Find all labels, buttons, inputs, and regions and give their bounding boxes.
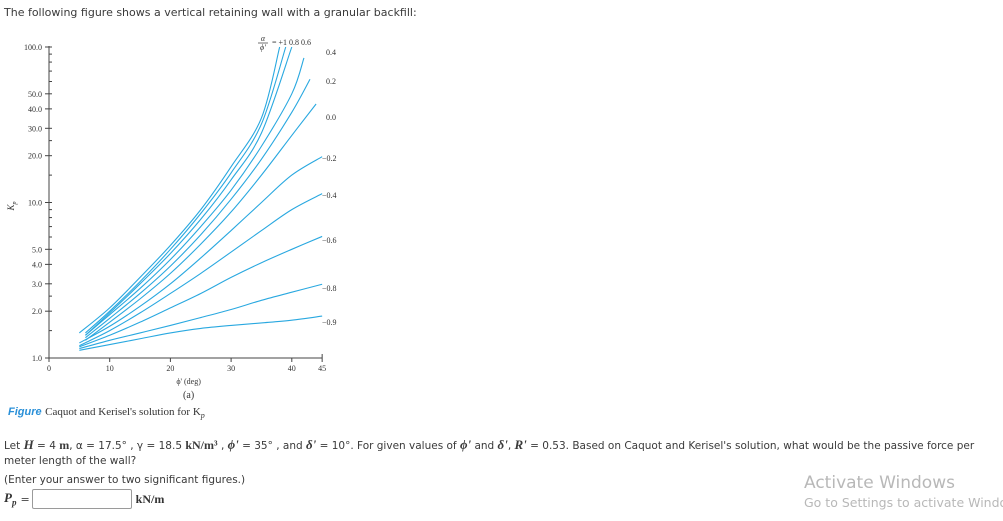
svg-text:5.0: 5.0: [32, 245, 42, 254]
svg-text:1.0: 1.0: [32, 354, 42, 363]
q-text: and: [471, 440, 498, 452]
activate-windows-watermark: Activate Windows Go to Settings to activ…: [804, 473, 1003, 510]
watermark-subtitle: Go to Settings to activate Windows.: [804, 495, 1003, 510]
svg-text:100.0: 100.0: [24, 43, 42, 52]
svg-text:−0.6: −0.6: [322, 236, 337, 245]
q-text: Let: [4, 440, 24, 452]
curve-plus1: [79, 46, 281, 334]
passive-force-input[interactable]: [31, 489, 132, 509]
svg-text:45: 45: [318, 364, 326, 373]
svg-text:ϕ' (deg): ϕ' (deg): [176, 377, 201, 386]
svg-text:0: 0: [47, 364, 51, 373]
svg-text:2.0: 2.0: [32, 307, 42, 316]
svg-text:30: 30: [227, 364, 235, 373]
caption-text: Caquot and Kerisel's solution for K: [45, 406, 201, 418]
curve-0p4: [85, 57, 305, 336]
q-text: ,: [217, 440, 228, 452]
q-unit-kn: kN/m³: [185, 438, 218, 452]
svg-text:0.2: 0.2: [326, 77, 336, 86]
kp-chart: 1.02.03.04.05.010.020.030.040.050.0100.0…: [6, 34, 337, 401]
q-text: = 35° , and: [238, 440, 306, 452]
q-var-delta: δ': [305, 437, 317, 452]
answer-row: Pp = kN/m: [4, 489, 164, 509]
q-text: = 10°. For given values of: [316, 440, 460, 452]
q-var-delta: δ': [497, 437, 508, 452]
svg-text:(a): (a): [183, 390, 194, 401]
curve--0p8: [79, 283, 323, 350]
chart-labels: 1.02.03.04.05.010.020.030.040.050.0100.0…: [6, 34, 337, 401]
q-text: = 4: [33, 440, 60, 452]
figure-caption: Figure Caquot and Kerisel's solution for…: [8, 405, 205, 420]
svg-text:Kp: Kp: [6, 201, 18, 211]
q-text: ,: [507, 440, 515, 452]
q-text: = 0.53. Based on Caquot and Kerisel's so…: [4, 440, 975, 467]
curve--0p2: [79, 156, 323, 344]
curve--0p9: [79, 315, 323, 351]
svg-text:20.0: 20.0: [28, 152, 42, 161]
svg-text:10: 10: [106, 364, 114, 373]
answer-symbol: Pp: [4, 490, 17, 508]
chart-curves: [79, 46, 323, 351]
hint-text: (Enter your answer to two significant fi…: [4, 474, 246, 486]
svg-text:= +1 0.8 0.6: = +1 0.8 0.6: [272, 38, 311, 47]
svg-text:α: α: [261, 34, 266, 43]
svg-text:4.0: 4.0: [32, 260, 42, 269]
caption-subscript: p: [200, 411, 205, 421]
svg-text:−0.4: −0.4: [322, 191, 337, 200]
curve-0p2: [85, 79, 311, 339]
answer-equals: =: [20, 492, 30, 506]
q-var-H: H: [23, 437, 34, 452]
curve--0p4: [79, 193, 323, 347]
svg-text:−0.2: −0.2: [322, 154, 337, 163]
svg-text:20: 20: [166, 364, 174, 373]
svg-text:ϕ′: ϕ′: [260, 43, 266, 52]
svg-text:10.0: 10.0: [28, 199, 42, 208]
curve-0p0: [85, 103, 317, 341]
q-var-R: R': [514, 437, 527, 452]
svg-text:40: 40: [288, 364, 296, 373]
answer-unit: kN/m: [135, 491, 165, 506]
curve-0p6: [85, 46, 293, 336]
svg-text:−0.9: −0.9: [322, 318, 337, 327]
question-text: Let H = 4 m, α = 17.5° , γ = 18.5 kN/m³ …: [4, 437, 999, 469]
svg-text:0.0: 0.0: [326, 113, 336, 122]
svg-text:40.0: 40.0: [28, 105, 42, 114]
curve-0p8: [85, 46, 287, 334]
q-text: , α = 17.5° , γ = 18.5: [69, 440, 186, 452]
svg-text:30.0: 30.0: [28, 124, 42, 133]
curve--0p6: [79, 235, 323, 348]
watermark-title: Activate Windows: [804, 473, 955, 493]
svg-text:−0.8: −0.8: [322, 284, 337, 293]
intro-text: The following figure shows a vertical re…: [4, 6, 417, 19]
figure-label: Figure: [8, 406, 42, 418]
svg-text:0.4: 0.4: [326, 48, 336, 57]
q-var-phi: ϕ': [227, 437, 239, 452]
q-unit-m: m: [59, 438, 70, 452]
q-var-phi: ϕ': [459, 437, 472, 452]
svg-text:3.0: 3.0: [32, 280, 42, 289]
svg-text:50.0: 50.0: [28, 90, 42, 99]
chart-axes: [45, 46, 323, 362]
